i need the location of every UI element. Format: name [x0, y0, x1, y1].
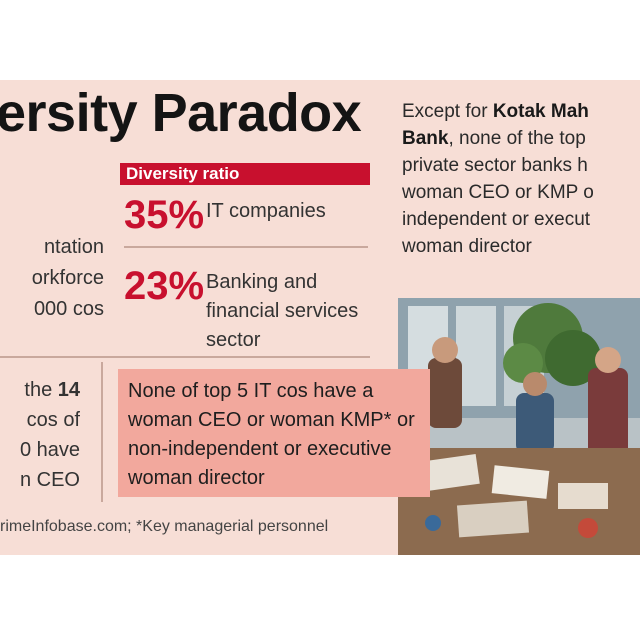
section-divider	[0, 356, 370, 358]
left-line: orkforce	[31, 267, 104, 289]
callout-box: None of top 5 IT cos have a woman CEO or…	[118, 369, 430, 497]
left-line: cos of	[26, 409, 80, 431]
stat-banking: 23% Banking and financial services secto…	[124, 266, 376, 355]
left-line: 0 have	[19, 439, 80, 461]
diversity-ratio-badge: Diversity ratio	[120, 163, 370, 185]
source-note: rimeInfobase.com; *Key managerial person…	[0, 518, 329, 535]
side-note-bank-name: Kotak Mah	[492, 101, 589, 122]
stat-divider	[124, 246, 368, 248]
infographic-title: ersity Paradox	[0, 83, 362, 143]
stat-value: 35%	[124, 193, 205, 237]
left-line: ntation	[43, 236, 104, 258]
left-line: n CEO	[19, 469, 80, 491]
stat-label: Banking and financial services sector	[206, 271, 359, 351]
left-line: 000 cos	[33, 298, 104, 320]
stat-value: 23%	[124, 264, 205, 308]
left-fragment-text-2: the 14 cos of 0 have n CEO	[0, 375, 80, 495]
side-note: Except for Kotak Mah Bank, none of the t…	[402, 98, 640, 260]
side-note-prefix: Except for	[402, 101, 493, 122]
stat-label: IT companies	[206, 200, 326, 222]
side-note-body: , none of the top private sector banks h…	[402, 128, 594, 257]
side-note-bank-word: Bank	[402, 128, 449, 149]
office-meeting-photo	[398, 298, 640, 555]
stat-it-companies: 35% IT companies	[124, 195, 326, 235]
column-divider	[101, 362, 103, 502]
left-fragment-text: ntation orkforce 000 cos	[0, 232, 104, 325]
left-line: the 14	[24, 379, 80, 401]
